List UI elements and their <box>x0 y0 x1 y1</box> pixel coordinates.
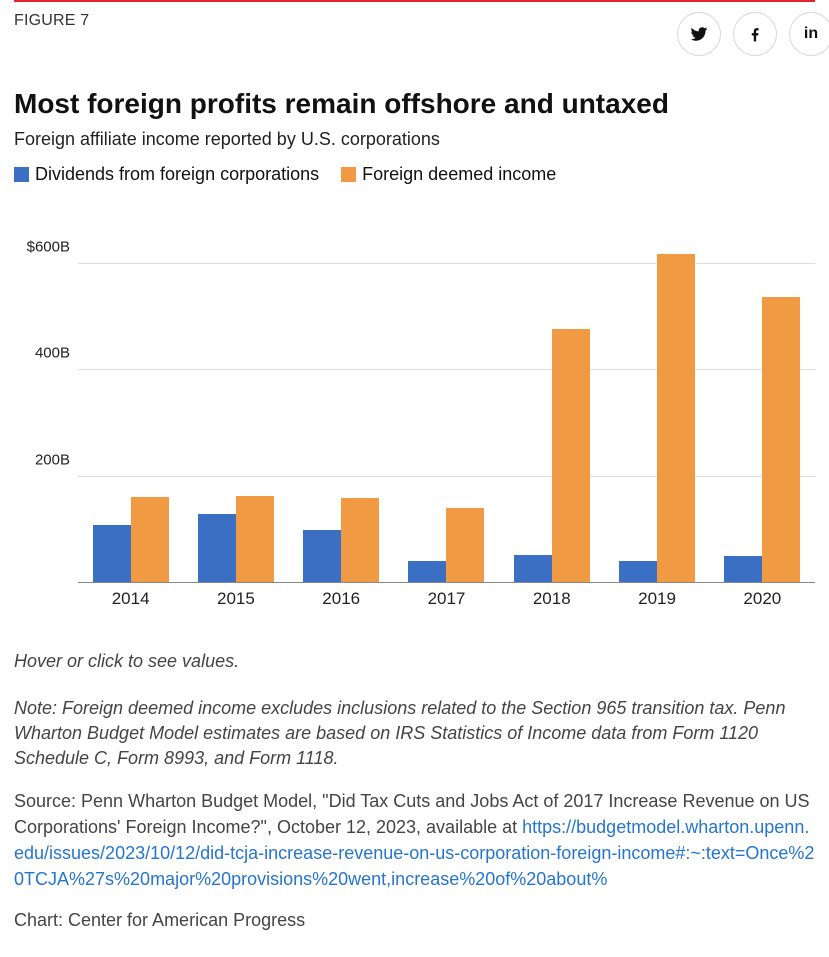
legend-label: Dividends from foreign corporations <box>35 164 319 185</box>
figure-label: FIGURE 7 <box>14 12 89 30</box>
legend: Dividends from foreign corporations Fore… <box>14 164 815 185</box>
bar-group[interactable] <box>78 211 183 583</box>
bar-dividends[interactable] <box>514 555 552 583</box>
linkedin-share-button[interactable]: in <box>789 12 829 56</box>
y-tick-label: 400B <box>35 345 70 362</box>
bar-deemed[interactable] <box>236 496 274 583</box>
x-tick-label: 2020 <box>710 583 815 611</box>
bar-deemed[interactable] <box>762 297 800 583</box>
bar-group[interactable] <box>710 211 815 583</box>
plot-area[interactable] <box>78 211 815 583</box>
bar-deemed[interactable] <box>657 254 695 583</box>
x-tick-label: 2016 <box>289 583 394 611</box>
chart-subtitle: Foreign affiliate income reported by U.S… <box>14 129 815 150</box>
share-row: in <box>677 12 829 56</box>
bar-dividends[interactable] <box>303 530 341 583</box>
legend-label: Foreign deemed income <box>362 164 556 185</box>
source-text: Source: Penn Wharton Budget Model, "Did … <box>14 788 815 892</box>
bar-deemed[interactable] <box>341 498 379 583</box>
legend-swatch <box>14 167 29 182</box>
legend-item-deemed: Foreign deemed income <box>341 164 556 185</box>
bar-dividends[interactable] <box>198 514 236 583</box>
x-tick-label: 2015 <box>183 583 288 611</box>
note-text: Note: Foreign deemed income excludes inc… <box>14 696 815 772</box>
y-axis: 200B 400B $600B <box>14 211 78 583</box>
x-axis: 2014201520162017201820192020 <box>78 583 815 611</box>
y-tick-label: 200B <box>35 451 70 468</box>
plot: 200B400B$600B 20142015201620172018201920… <box>14 211 815 611</box>
chart-credit: Chart: Center for American Progress <box>14 910 815 931</box>
topbar: FIGURE 7 in <box>14 0 815 56</box>
x-tick-label: 2014 <box>78 583 183 611</box>
legend-item-dividends: Dividends from foreign corporations <box>14 164 319 185</box>
linkedin-icon: in <box>804 25 818 43</box>
y-tick-label: $600B <box>27 239 70 256</box>
legend-swatch <box>341 167 356 182</box>
hover-hint: Hover or click to see values. <box>14 651 815 672</box>
bar-group[interactable] <box>499 211 604 583</box>
bar-group[interactable] <box>289 211 394 583</box>
bar-dividends[interactable] <box>619 561 657 583</box>
bar-deemed[interactable] <box>552 329 590 583</box>
twitter-share-button[interactable] <box>677 12 721 56</box>
facebook-icon <box>746 25 764 43</box>
bar-deemed[interactable] <box>446 508 484 583</box>
chart-title: Most foreign profits remain offshore and… <box>14 86 815 121</box>
bar-dividends[interactable] <box>408 561 446 583</box>
x-tick-label: 2018 <box>499 583 604 611</box>
x-tick-label: 2019 <box>604 583 709 611</box>
bar-group[interactable] <box>394 211 499 583</box>
x-tick-label: 2017 <box>394 583 499 611</box>
chart: Most foreign profits remain offshore and… <box>14 86 815 611</box>
bar-group[interactable] <box>604 211 709 583</box>
bar-group[interactable] <box>183 211 288 583</box>
twitter-icon <box>690 25 708 43</box>
bar-dividends[interactable] <box>93 525 131 583</box>
facebook-share-button[interactable] <box>733 12 777 56</box>
bar-deemed[interactable] <box>131 497 169 583</box>
bar-dividends[interactable] <box>724 556 762 583</box>
